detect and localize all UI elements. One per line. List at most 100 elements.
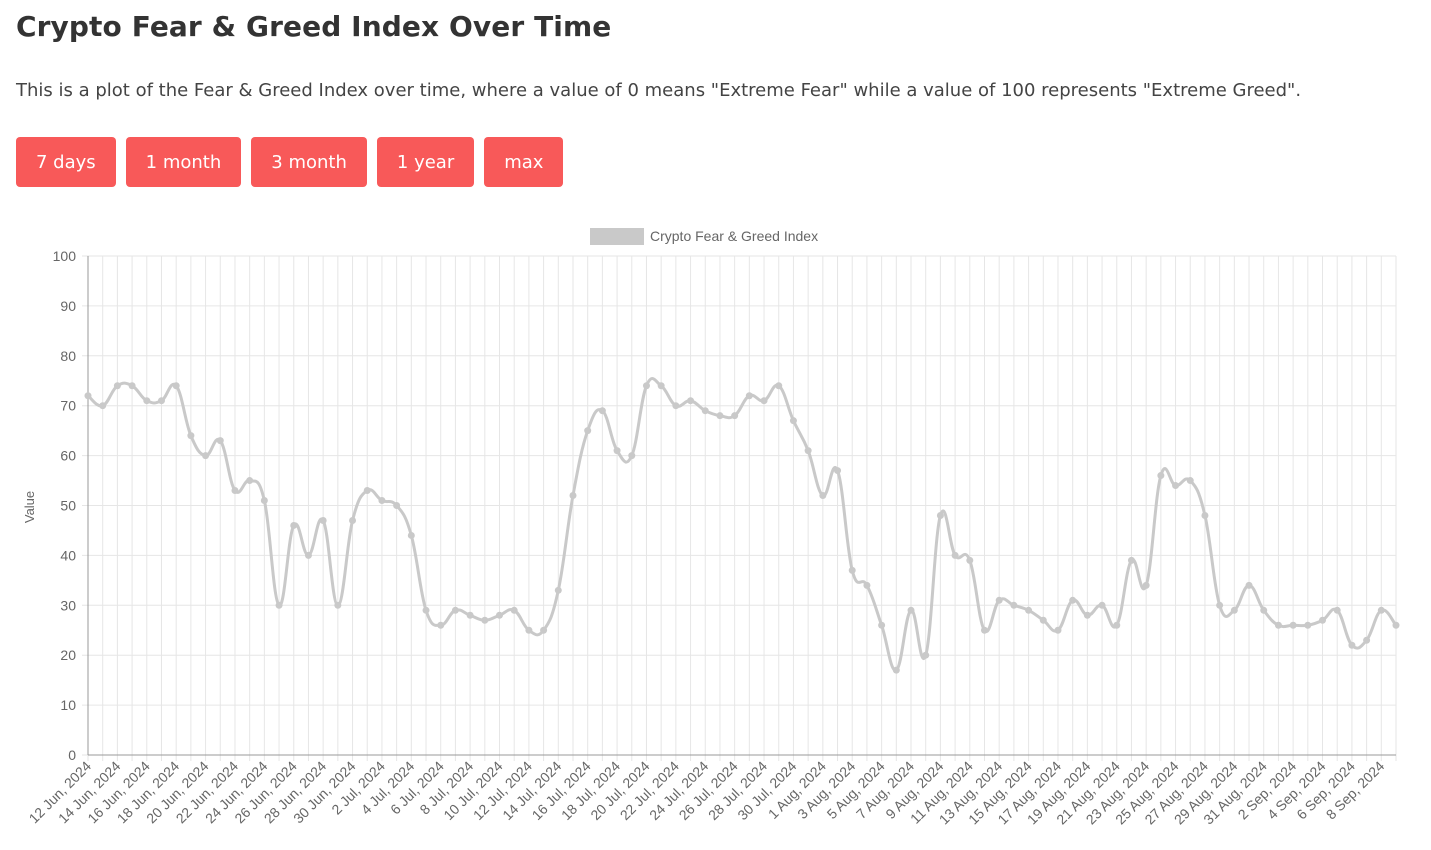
data-point[interactable]: [936, 511, 944, 519]
data-point[interactable]: [1230, 606, 1238, 614]
range-max-button[interactable]: max: [484, 137, 564, 187]
data-point[interactable]: [1069, 596, 1077, 604]
data-point[interactable]: [202, 452, 210, 460]
data-point[interactable]: [760, 397, 768, 405]
data-point[interactable]: [834, 467, 842, 475]
data-point[interactable]: [422, 606, 430, 614]
data-point[interactable]: [378, 497, 386, 505]
data-point[interactable]: [334, 601, 342, 609]
data-point[interactable]: [804, 447, 812, 455]
data-point[interactable]: [657, 382, 665, 390]
data-point[interactable]: [878, 621, 886, 629]
data-point[interactable]: [1010, 601, 1018, 609]
data-point[interactable]: [1392, 621, 1400, 629]
data-point[interactable]: [1216, 601, 1224, 609]
data-point[interactable]: [951, 551, 959, 559]
data-point[interactable]: [554, 586, 562, 594]
data-point[interactable]: [1289, 621, 1297, 629]
data-point[interactable]: [789, 417, 797, 425]
data-point[interactable]: [1363, 636, 1371, 644]
data-point[interactable]: [1304, 621, 1312, 629]
data-point[interactable]: [525, 626, 533, 634]
data-point[interactable]: [84, 392, 92, 400]
range-3-month-button[interactable]: 3 month: [251, 137, 367, 187]
data-point[interactable]: [598, 407, 606, 415]
data-point[interactable]: [246, 477, 254, 485]
data-point[interactable]: [1274, 621, 1282, 629]
data-point[interactable]: [349, 516, 357, 524]
data-point[interactable]: [363, 487, 371, 495]
data-point[interactable]: [672, 402, 680, 410]
data-point[interactable]: [613, 447, 621, 455]
page-title: Crypto Fear & Greed Index Over Time: [16, 10, 612, 43]
data-point[interactable]: [569, 492, 577, 500]
data-point[interactable]: [393, 502, 401, 509]
data-point[interactable]: [437, 621, 445, 629]
data-point[interactable]: [716, 412, 724, 420]
data-point[interactable]: [187, 432, 195, 440]
data-point[interactable]: [1054, 626, 1062, 634]
data-point[interactable]: [1348, 641, 1356, 649]
data-point[interactable]: [863, 581, 871, 589]
data-point[interactable]: [304, 551, 312, 559]
data-point[interactable]: [231, 487, 239, 495]
data-point[interactable]: [1172, 482, 1180, 490]
data-point[interactable]: [687, 397, 695, 405]
y-tick-label: 100: [53, 248, 77, 264]
data-point[interactable]: [1098, 601, 1106, 609]
data-point[interactable]: [995, 596, 1003, 604]
data-point[interactable]: [907, 606, 915, 614]
data-point[interactable]: [1083, 611, 1091, 619]
data-point[interactable]: [99, 402, 107, 410]
data-point[interactable]: [848, 566, 856, 574]
data-point[interactable]: [157, 397, 165, 405]
data-point[interactable]: [540, 626, 548, 634]
data-point[interactable]: [290, 521, 298, 529]
data-point[interactable]: [980, 626, 988, 634]
data-point[interactable]: [216, 437, 224, 445]
data-point[interactable]: [1113, 621, 1121, 629]
data-point[interactable]: [1319, 616, 1327, 624]
data-point[interactable]: [451, 606, 459, 614]
data-point[interactable]: [1377, 606, 1385, 614]
chart-legend[interactable]: Crypto Fear & Greed Index: [590, 228, 818, 245]
y-tick-label: 40: [60, 547, 76, 563]
data-point[interactable]: [143, 397, 151, 405]
data-point[interactable]: [892, 666, 900, 674]
data-point[interactable]: [584, 427, 592, 435]
data-point[interactable]: [496, 611, 504, 619]
data-point[interactable]: [1245, 581, 1253, 589]
data-point[interactable]: [407, 531, 415, 539]
data-point[interactable]: [1127, 556, 1135, 564]
data-point[interactable]: [466, 611, 474, 619]
data-point[interactable]: [745, 392, 753, 400]
data-point[interactable]: [275, 601, 283, 609]
data-point[interactable]: [128, 382, 136, 390]
data-point[interactable]: [1157, 472, 1165, 480]
data-point[interactable]: [481, 616, 489, 624]
data-point[interactable]: [510, 606, 518, 614]
range-7-days-button[interactable]: 7 days: [16, 137, 116, 187]
data-point[interactable]: [1201, 511, 1209, 519]
data-point[interactable]: [701, 407, 709, 415]
data-point[interactable]: [1186, 477, 1194, 485]
y-tick-label: 20: [60, 647, 76, 663]
data-point[interactable]: [922, 651, 930, 659]
data-point[interactable]: [1025, 606, 1033, 614]
data-point[interactable]: [1039, 616, 1047, 624]
data-point[interactable]: [113, 382, 121, 390]
range-1-month-button[interactable]: 1 month: [125, 137, 242, 187]
data-point[interactable]: [966, 556, 974, 564]
data-point[interactable]: [1333, 606, 1341, 614]
data-point[interactable]: [642, 382, 650, 390]
range-1-year-button[interactable]: 1 year: [376, 137, 475, 187]
data-point[interactable]: [628, 452, 636, 460]
data-point[interactable]: [1260, 606, 1268, 614]
data-point[interactable]: [775, 382, 783, 390]
data-point[interactable]: [819, 492, 827, 500]
data-point[interactable]: [731, 412, 739, 420]
data-point[interactable]: [1142, 581, 1150, 589]
data-point[interactable]: [260, 497, 268, 505]
data-point[interactable]: [172, 382, 180, 390]
data-point[interactable]: [319, 516, 327, 524]
